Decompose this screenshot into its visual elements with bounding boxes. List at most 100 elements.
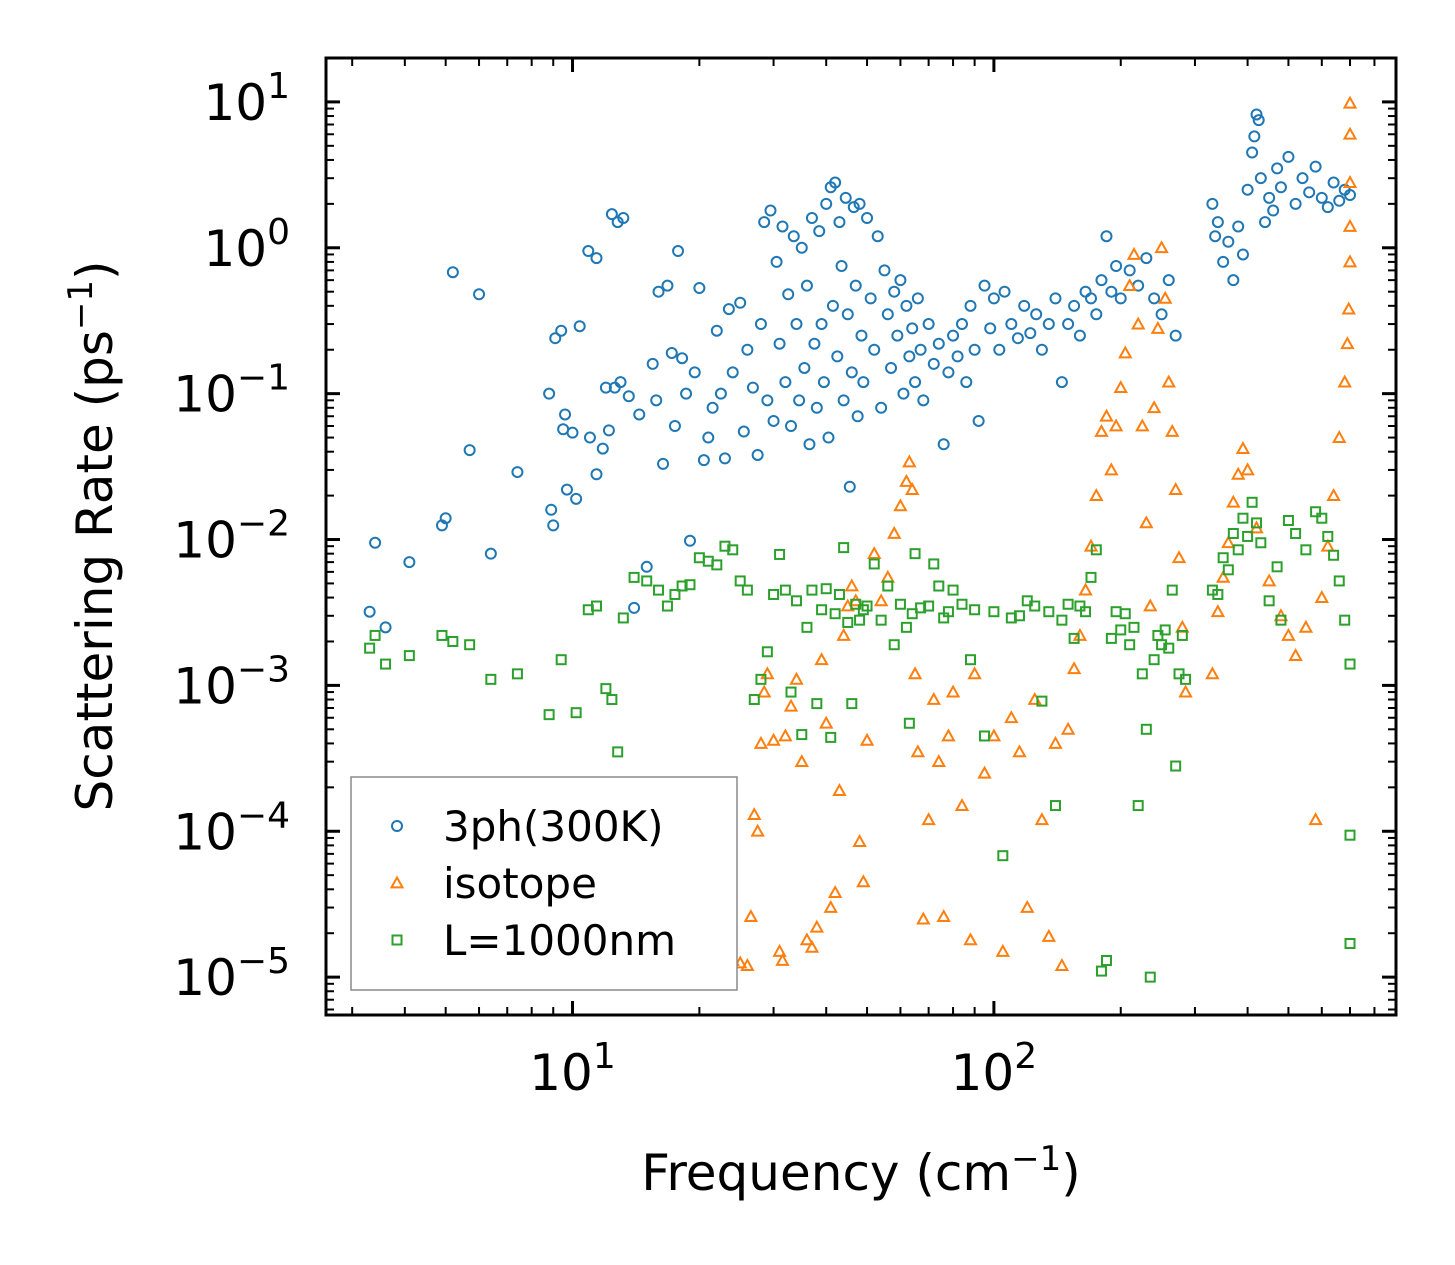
data-point	[549, 332, 562, 345]
data-point	[829, 176, 842, 189]
data-point	[1328, 549, 1340, 561]
data-point	[963, 932, 978, 946]
data-point	[1072, 627, 1088, 641]
data-point	[954, 798, 970, 811]
data-point	[1089, 488, 1104, 502]
data-point	[978, 279, 991, 292]
data-point	[832, 783, 847, 796]
data-point	[854, 614, 866, 626]
data-point	[937, 438, 950, 451]
data-point	[1263, 191, 1276, 204]
data-point	[887, 525, 902, 539]
data-point	[849, 279, 862, 292]
data-point	[831, 350, 844, 363]
data-point	[875, 614, 887, 626]
data-point	[1250, 108, 1263, 121]
data-point	[778, 728, 793, 742]
data-point	[633, 408, 646, 421]
data-point	[1240, 462, 1255, 476]
data-point	[484, 547, 497, 560]
data-point	[882, 580, 894, 592]
data-point	[888, 639, 900, 651]
data-point	[1322, 530, 1334, 542]
data-point	[1281, 627, 1296, 641]
data-point	[969, 604, 981, 616]
data-point	[800, 279, 813, 292]
data-point	[599, 381, 612, 394]
data-point	[906, 608, 918, 620]
data-point	[1236, 248, 1249, 261]
data-point	[838, 542, 850, 554]
data-point	[836, 627, 851, 641]
legend-label: L=1000nm	[443, 916, 676, 965]
data-point	[842, 616, 854, 628]
data-point	[903, 717, 915, 729]
data-point	[968, 343, 981, 356]
data-point	[900, 621, 912, 633]
data-point	[1124, 639, 1136, 651]
data-point	[861, 212, 874, 225]
data-point	[960, 376, 973, 389]
data-point	[1261, 573, 1277, 587]
data-point	[1136, 668, 1148, 680]
data-point	[747, 807, 762, 821]
data-point	[775, 952, 790, 966]
data-point	[1340, 336, 1355, 350]
data-point	[1049, 800, 1061, 812]
data-point	[1315, 191, 1328, 204]
data-point	[965, 654, 977, 666]
data-point	[1156, 639, 1168, 651]
data-point	[1143, 598, 1158, 612]
y-tick-label: 10−5	[173, 941, 290, 1007]
data-point	[672, 245, 685, 258]
data-point	[1252, 114, 1265, 127]
data-point	[825, 731, 837, 743]
data-point	[1321, 201, 1334, 214]
data-point	[1235, 441, 1251, 455]
data-point	[1320, 538, 1335, 552]
data-point	[652, 285, 665, 298]
data-point	[746, 381, 759, 394]
data-point	[1100, 230, 1113, 243]
data-point	[820, 197, 833, 210]
data-point	[1048, 735, 1063, 749]
data-point	[921, 812, 936, 826]
data-point	[653, 584, 665, 596]
data-point	[743, 909, 759, 922]
data-point	[714, 387, 727, 400]
data-point	[1148, 654, 1160, 666]
data-point	[756, 684, 772, 698]
data-point	[851, 410, 864, 423]
data-point	[1139, 515, 1154, 529]
data-point	[988, 606, 1000, 618]
data-point	[718, 452, 731, 465]
data-point	[1159, 624, 1171, 636]
data-point	[833, 588, 845, 600]
data-point	[864, 292, 877, 305]
data-point	[1132, 800, 1144, 812]
data-point	[369, 629, 381, 641]
data-point	[1271, 561, 1283, 573]
data-point	[754, 318, 767, 331]
data-point	[767, 414, 780, 427]
data-point	[823, 899, 838, 913]
data-point	[1095, 965, 1107, 977]
data-point	[1036, 695, 1048, 707]
data-point	[1255, 537, 1267, 549]
data-point	[1308, 812, 1323, 826]
data-point	[1024, 327, 1037, 340]
data-point	[676, 580, 688, 592]
data-point	[1074, 600, 1086, 612]
data-point	[605, 208, 618, 221]
legend: 3ph(300K) isotope L=1000nm	[350, 776, 738, 991]
y-tick-label: 10−4	[173, 795, 290, 861]
plot-area	[363, 95, 1358, 983]
data-point	[1078, 582, 1093, 596]
data-point	[923, 600, 935, 612]
data-point	[1251, 517, 1263, 529]
data-point	[1211, 216, 1224, 229]
data-point	[1094, 423, 1109, 437]
data-point	[804, 939, 820, 953]
data-point	[1309, 160, 1322, 173]
data-point	[760, 666, 775, 680]
